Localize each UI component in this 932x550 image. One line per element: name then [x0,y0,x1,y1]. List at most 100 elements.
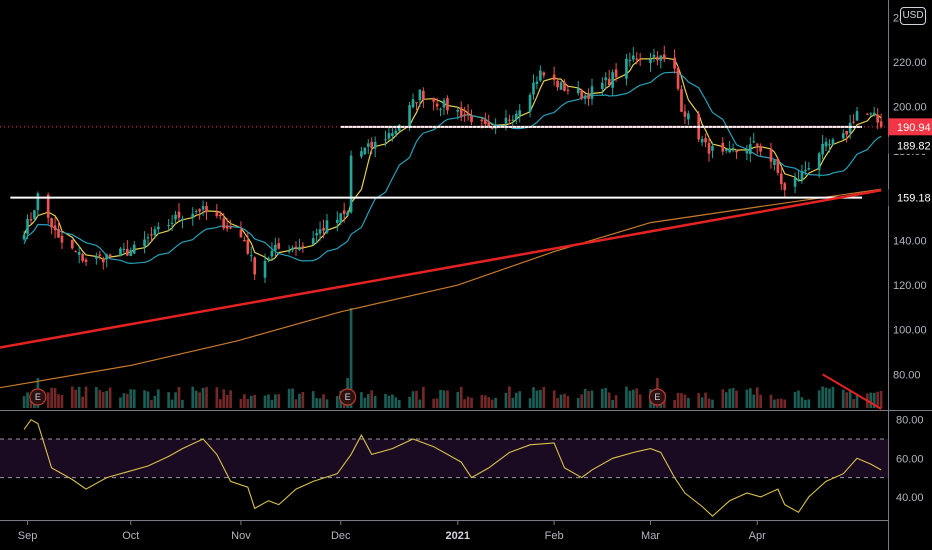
candle [649,52,652,72]
earnings-marker[interactable]: E [29,388,47,406]
candle [463,106,466,122]
candle [294,241,298,256]
price-badge: 189.82 [888,136,932,154]
candle-body [177,211,181,218]
volume-bar [463,399,466,408]
volume-bar [181,399,184,408]
rsi-line [23,418,882,517]
candle-body [191,213,195,218]
candle [411,93,415,109]
rsi-pane[interactable] [0,418,888,517]
candle-body [387,133,391,139]
candle [483,112,487,129]
candle [432,97,435,111]
volume-bar [146,391,150,408]
candle [291,245,294,253]
candle [29,212,33,224]
candle [828,139,831,153]
volume-bar [267,394,270,408]
candle [563,79,566,92]
earnings-marker-circle [29,388,47,406]
volume-bar [779,398,783,408]
candle [456,107,460,120]
candle-body [57,229,60,238]
candle-body [821,143,824,155]
candle-body [656,56,659,61]
candle-body [601,82,604,89]
volume-bar [800,397,804,408]
candle [346,210,349,216]
candle [246,232,250,256]
candle [511,114,515,128]
candle-body [635,58,639,60]
volume-bar [587,391,590,408]
volume-bar [84,386,88,408]
volume-bar [876,391,879,408]
candle-body [614,69,618,77]
volume-bar [804,399,807,408]
volume-bar [769,394,773,408]
candle-body [841,133,845,139]
volume-bar [635,388,639,408]
candle-body [432,97,435,102]
candle-body [143,239,146,247]
candle [528,92,532,118]
candle-body [349,155,353,213]
candle-body [277,243,281,249]
volume-bar [415,390,418,408]
candle-body [508,119,511,121]
volume-bar [841,389,845,408]
candle-body [559,82,563,90]
volume-bar [325,399,329,408]
candle [81,252,84,263]
candle-body [360,151,363,157]
volume-bar [724,392,728,408]
candle [539,65,542,83]
volume-bar [153,395,157,408]
candle-body [556,80,559,88]
volume-bar [249,395,253,408]
candle-body [194,211,198,213]
candle [101,256,105,270]
volume-bar [174,392,177,408]
candle-body [707,142,711,154]
candle-body [101,258,105,263]
candle-body [384,139,387,141]
candle-body [435,103,439,107]
volume-bar [700,397,704,408]
candle-body [129,250,133,257]
volume-bar [631,389,635,408]
candle-body [749,144,752,154]
volume-bar [583,388,587,408]
candle-body [511,119,515,121]
volume-bar [77,386,81,408]
candle [442,98,446,116]
volume-bar [563,393,566,408]
earnings-marker[interactable]: E [648,388,666,406]
volume-bar [360,392,363,408]
candle-body [315,233,318,236]
candle [724,148,728,154]
candle [218,210,222,220]
candle-body [294,246,298,249]
candle [387,125,391,141]
volume-bar [845,392,849,408]
candle [108,253,112,259]
price-tick-label: 220.00 [893,57,927,69]
candle-body [95,256,98,259]
volume-bar [773,399,776,408]
volume-bar [607,392,611,408]
currency-button[interactable]: USD [900,7,926,25]
candle [215,204,219,219]
candle-body [783,183,787,191]
candle [126,240,129,257]
candle-body [198,209,201,212]
volume-bar [855,394,859,408]
candle-body [98,254,102,256]
volume-bar [315,398,318,408]
candle-body [580,89,583,99]
earnings-marker[interactable]: E [339,388,357,406]
candle [680,85,683,113]
